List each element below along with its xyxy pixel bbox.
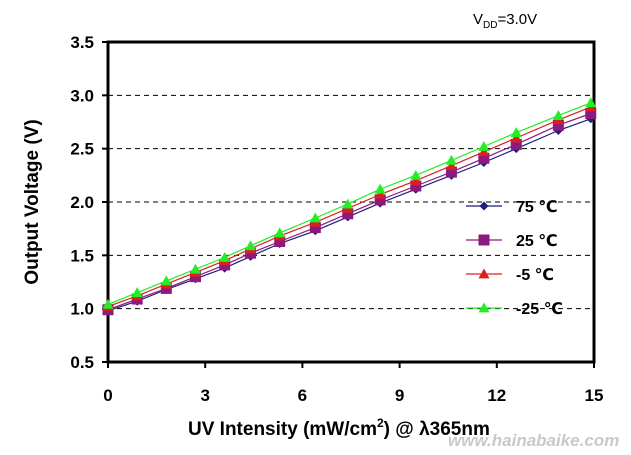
series-3-point-5 (245, 240, 257, 251)
series-1-point-6 (274, 235, 286, 247)
note-main: V (473, 11, 483, 28)
y-tick-label-5: 3.0 (70, 86, 94, 105)
series-1-point-10 (410, 180, 422, 192)
series-3-point-13 (510, 127, 522, 138)
x-tick-label-2: 6 (298, 386, 307, 405)
legend-item-3: -25 ℃ (466, 301, 563, 318)
series-3-point-9 (374, 183, 386, 194)
legend-label-3: -25 ℃ (516, 301, 563, 318)
legend-swatch-marker-0 (479, 201, 489, 211)
series-2-point-10 (410, 175, 422, 186)
legend-item-2: -5 ℃ (466, 267, 554, 284)
series-3-point-12 (478, 141, 490, 151)
x-axis-title-main: UV Intensity (mW/cm (188, 419, 377, 440)
y-tick-label-4: 2.5 (70, 140, 94, 159)
series-1-point-12 (478, 152, 490, 164)
axis-ticks: 0.5 1.0 1.5 2.0 2.5 3.0 3.5 0 3 6 9 12 15 (70, 33, 603, 405)
series-0-line (107, 118, 592, 312)
x-axis-title: UV Intensity (mW/cm2) @ λ365nm (188, 416, 490, 440)
series-1-point-8 (342, 208, 354, 220)
series-1-point-14 (552, 119, 564, 131)
series-3-point-2 (160, 275, 172, 286)
legend-item-0: 75 ℃ (466, 199, 558, 216)
y-tick-label-1: 1.0 (70, 300, 94, 319)
supply-voltage-note: VDD=3.0V (473, 11, 537, 31)
series-2-point-13 (510, 132, 522, 143)
series-3-point-15 (585, 97, 597, 108)
series-1-point-13 (510, 138, 522, 150)
series-3-point-8 (342, 198, 354, 209)
y-tick-label-6: 3.5 (70, 33, 94, 52)
legend: 75 ℃ 25 ℃ -5 ℃ -25 ℃ (466, 199, 563, 318)
legend-label-0: 75 ℃ (516, 199, 558, 216)
series-3-point-3 (189, 263, 201, 274)
y-tick-label-2: 1.5 (70, 246, 94, 265)
series-group (102, 97, 597, 316)
x-tick-label-5: 15 (585, 386, 604, 405)
series-1-point-11 (445, 166, 457, 178)
x-tick-label-1: 3 (200, 386, 209, 405)
series-1-line (107, 112, 592, 311)
legend-label-1: 25 ℃ (516, 233, 558, 250)
series-3-point-10 (410, 169, 422, 180)
note-subscript: DD (483, 20, 497, 31)
x-tick-label-3: 9 (395, 386, 404, 405)
legend-swatch-marker-3 (478, 302, 490, 313)
x-axis-title-tail: ) @ λ365nm (384, 419, 490, 440)
x-tick-label-4: 12 (487, 386, 506, 405)
series-3-point-14 (552, 110, 564, 120)
series-3 (102, 97, 597, 309)
x-axis-title-superscript: 2 (377, 416, 384, 430)
y-tick-label-0: 0.5 (70, 353, 94, 372)
series-3-point-4 (219, 251, 231, 262)
series-3-point-6 (274, 227, 286, 238)
series-3-point-7 (309, 212, 321, 223)
series-1-point-9 (374, 194, 386, 206)
y-axis-title: Output Voltage (V) (22, 119, 43, 284)
legend-swatch-marker-1 (478, 234, 490, 246)
legend-item-1: 25 ℃ (466, 233, 558, 250)
series-3-line (107, 102, 592, 305)
legend-label-2: -5 ℃ (516, 267, 554, 284)
y-tick-label-3: 2.0 (70, 193, 94, 212)
series-3-point-11 (445, 154, 457, 165)
series-1-point-7 (309, 222, 321, 234)
series-2-point-9 (374, 189, 386, 199)
series-3-point-1 (131, 287, 143, 298)
series-1-point-15 (585, 107, 597, 119)
series-2-point-11 (445, 160, 457, 171)
x-tick-label-0: 0 (103, 386, 112, 405)
series-3-point-0 (102, 298, 114, 309)
legend-swatch-marker-2 (478, 268, 490, 279)
series-2-point-12 (478, 146, 490, 157)
note-tail: =3.0V (497, 11, 537, 28)
watermark: www.hainabaike.com (448, 431, 619, 450)
series-2-line (107, 106, 592, 308)
